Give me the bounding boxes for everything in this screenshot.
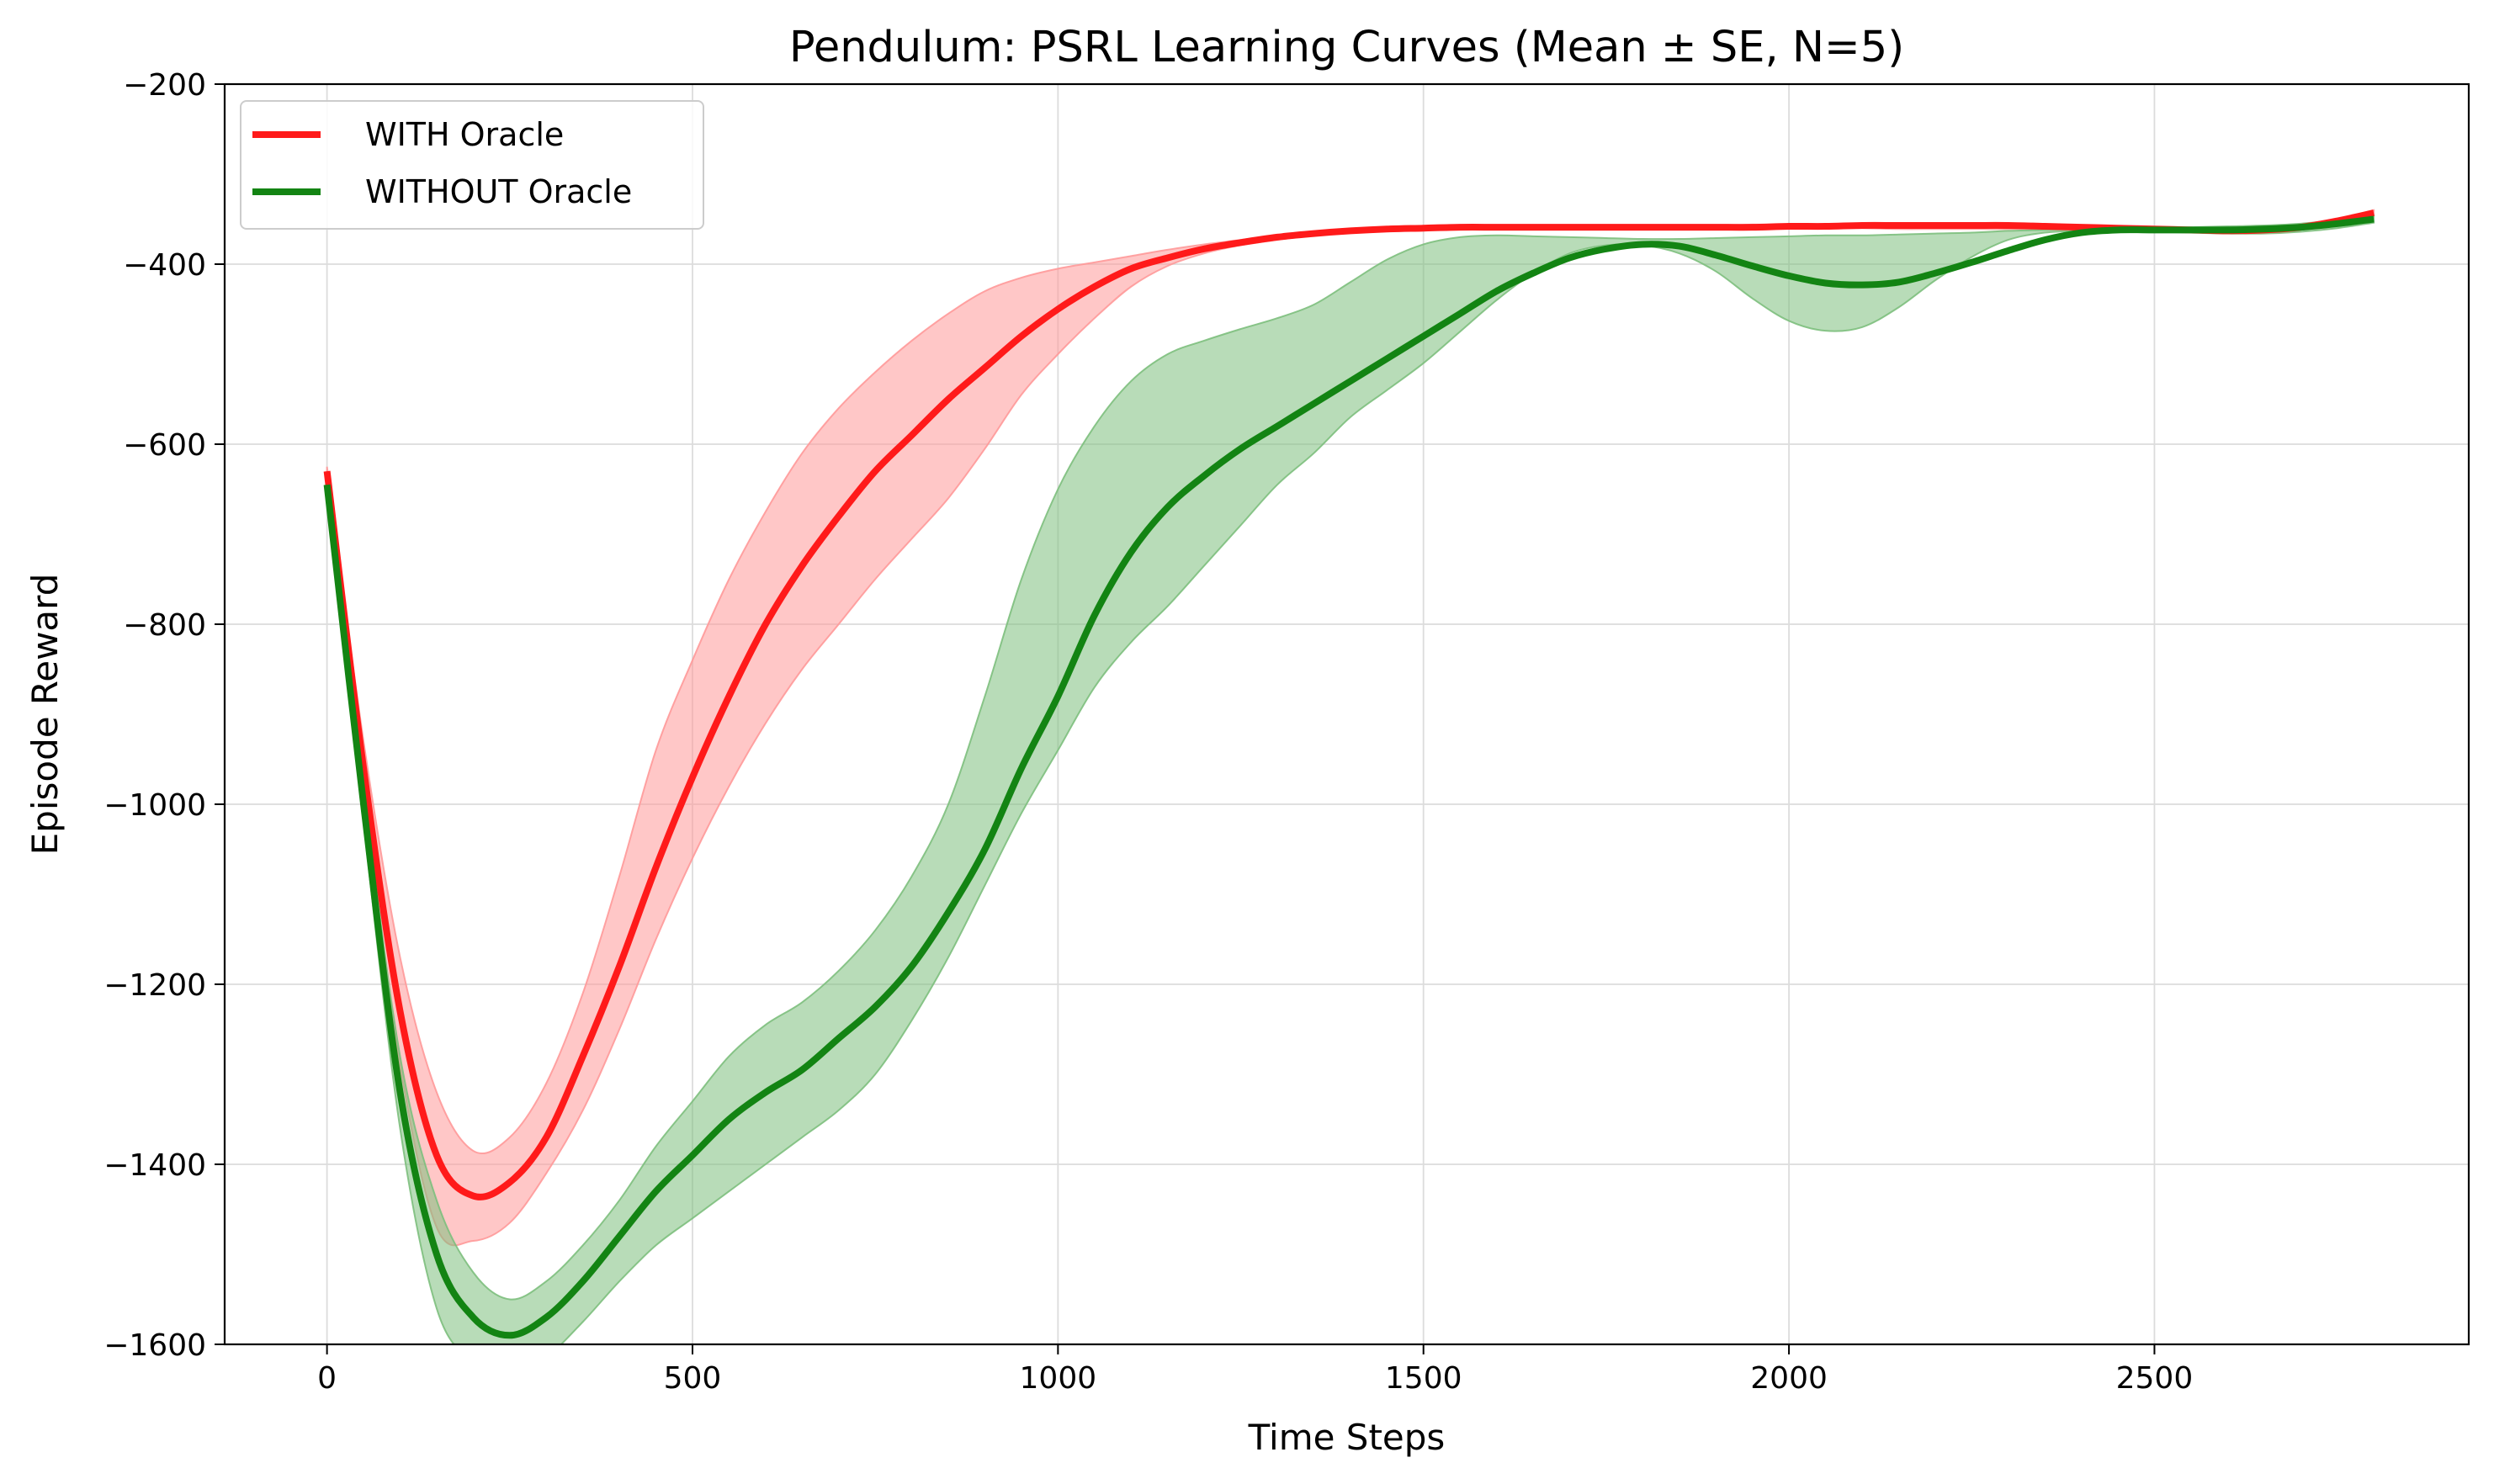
legend-label: WITHOUT Oracle	[365, 173, 632, 210]
x-tick-label: 2000	[1750, 1361, 1828, 1396]
y-tick-label: −1600	[103, 1328, 206, 1363]
y-axis-ticks: −1600 −1400 −1200 −1000 −800 −600 −400 −200	[103, 68, 225, 1363]
y-tick-label: −1200	[103, 968, 206, 1003]
x-axis-label: Time Steps	[1248, 1417, 1446, 1458]
x-tick-label: 0	[317, 1361, 337, 1396]
y-tick-label: −200	[123, 68, 206, 103]
x-tick-label: 2500	[2116, 1361, 2194, 1396]
legend-label: WITH Oracle	[365, 116, 564, 153]
y-tick-label: −600	[123, 428, 206, 463]
x-tick-label: 1000	[1020, 1361, 1097, 1396]
y-tick-label: −800	[123, 608, 206, 643]
y-tick-label: −400	[123, 248, 206, 283]
x-axis-ticks: 0 500 1000 1500 2000 2500	[317, 1344, 2193, 1396]
chart-title: Pendulum: PSRL Learning Curves (Mean ± S…	[789, 23, 1904, 72]
y-axis-label: Episode Reward	[24, 574, 66, 856]
legend: WITH Oracle WITHOUT Oracle	[240, 100, 704, 230]
x-tick-label: 1500	[1385, 1361, 1462, 1396]
line-series-1	[323, 215, 2375, 1339]
y-tick-label: −1400	[103, 1148, 206, 1183]
y-tick-label: −1000	[103, 788, 206, 823]
x-tick-label: 500	[664, 1361, 722, 1396]
series-lines	[323, 209, 2375, 1339]
legend-box	[240, 100, 704, 230]
line-series-0	[323, 209, 2375, 1200]
plot-frame	[223, 82, 2470, 1346]
